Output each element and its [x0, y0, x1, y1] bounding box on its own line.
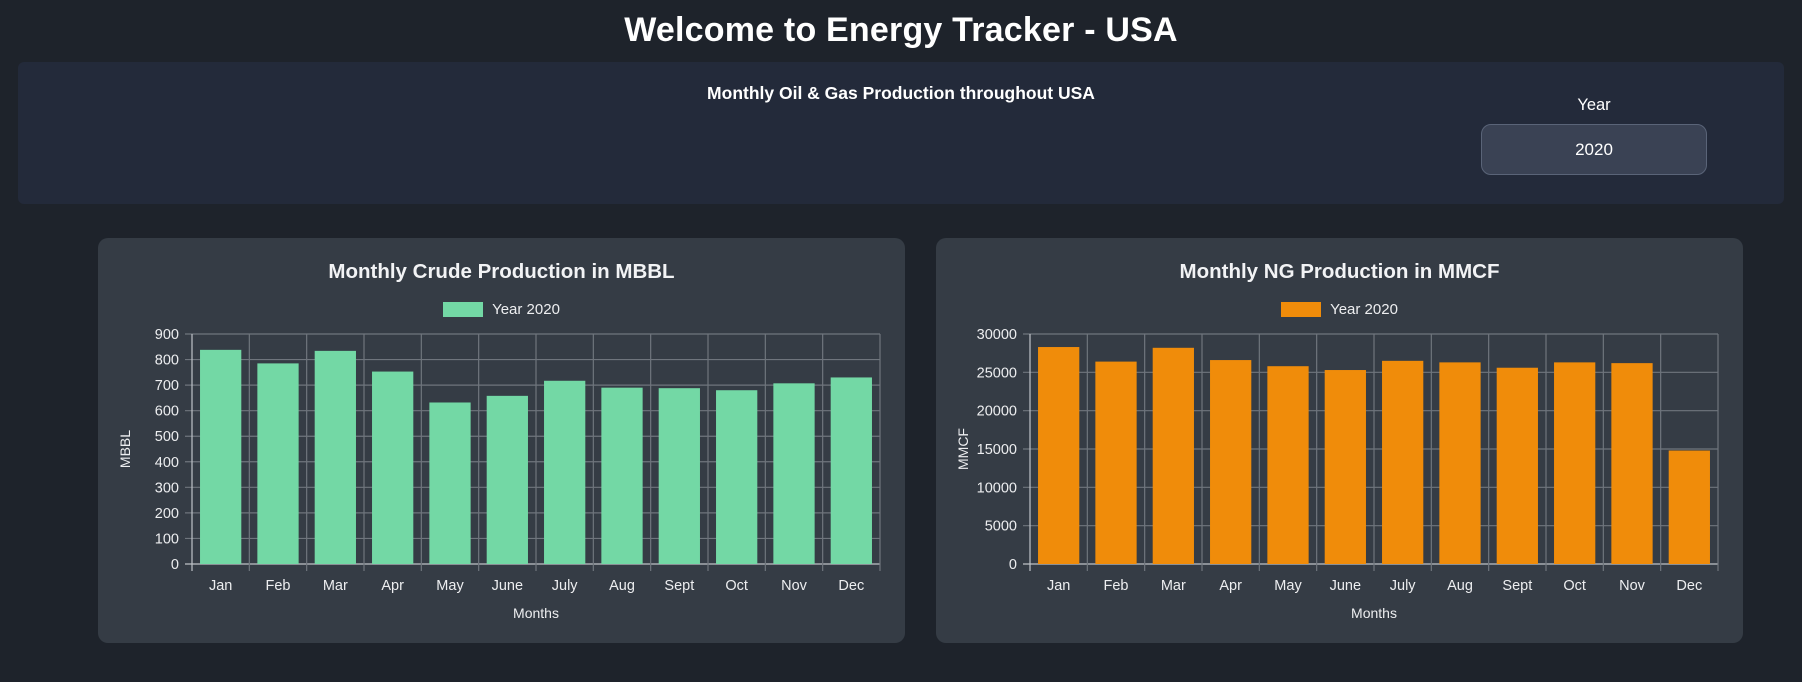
svg-text:Dec: Dec: [838, 578, 864, 594]
svg-text:900: 900: [154, 327, 178, 343]
year-control: Year 2020: [1481, 96, 1707, 175]
svg-text:MMCF: MMCF: [955, 428, 971, 470]
svg-text:MBBL: MBBL: [117, 430, 133, 468]
crude-chart-area: 0 100 200 300 400 500 600 700 800 900 Jan Feb Mar Apr…: [98, 324, 905, 624]
svg-text:Months: Months: [1351, 605, 1397, 621]
year-label: Year: [1577, 96, 1611, 114]
svg-text:100: 100: [154, 531, 178, 547]
chart-title: Monthly Crude Production in MBBL: [328, 260, 675, 283]
svg-text:0: 0: [1008, 557, 1016, 573]
svg-text:20000: 20000: [976, 404, 1016, 420]
crude-chart-canvas[interactable]: 0 100 200 300 400 500 600 700 800 900 Jan Feb Mar Apr…: [112, 324, 892, 624]
chart-title: Monthly NG Production in MMCF: [1179, 260, 1500, 283]
crude-chart-panel: Monthly Crude Production in MBBL Year 20…: [98, 238, 905, 643]
legend-swatch: [443, 302, 484, 317]
svg-text:300: 300: [154, 480, 178, 496]
svg-text:200: 200: [154, 506, 178, 522]
svg-text:Feb: Feb: [1103, 578, 1128, 594]
ng-chart-panel: Monthly NG Production in MMCF Year 2020 …: [936, 238, 1743, 643]
year-select-value: 2020: [1575, 139, 1613, 159]
svg-text:0: 0: [170, 557, 178, 573]
svg-text:15000: 15000: [976, 442, 1016, 458]
year-select[interactable]: 2020: [1481, 124, 1707, 175]
svg-text:June: June: [491, 578, 522, 594]
svg-text:Sept: Sept: [1502, 578, 1532, 594]
svg-text:400: 400: [154, 455, 178, 471]
svg-text:June: June: [1329, 578, 1360, 594]
legend-item[interactable]: Year 2020: [936, 301, 1743, 318]
summary-banner: Monthly Oil & Gas Production throughout …: [18, 62, 1784, 204]
legend-label: Year 2020: [1330, 301, 1398, 318]
svg-text:30000: 30000: [976, 327, 1016, 343]
page-title: Welcome to Energy Tracker - USA: [624, 11, 1178, 49]
svg-text:July: July: [551, 578, 578, 594]
legend-item[interactable]: Year 2020: [98, 301, 905, 318]
svg-text:Dec: Dec: [1676, 578, 1702, 594]
svg-text:Mar: Mar: [322, 578, 347, 594]
banner-subtitle: Monthly Oil & Gas Production throughout …: [707, 83, 1095, 103]
svg-text:500: 500: [154, 429, 178, 445]
svg-text:Apr: Apr: [381, 578, 404, 594]
svg-text:Months: Months: [513, 605, 559, 621]
svg-text:Jan: Jan: [1046, 578, 1069, 594]
legend-swatch: [1281, 302, 1322, 317]
svg-text:Jan: Jan: [208, 578, 231, 594]
svg-text:700: 700: [154, 378, 178, 394]
svg-text:Aug: Aug: [609, 578, 635, 594]
svg-text:July: July: [1389, 578, 1416, 594]
svg-text:Nov: Nov: [1619, 578, 1646, 594]
svg-text:Mar: Mar: [1160, 578, 1185, 594]
svg-text:25000: 25000: [976, 365, 1016, 381]
svg-text:May: May: [436, 578, 464, 594]
svg-text:600: 600: [154, 404, 178, 420]
svg-text:Aug: Aug: [1447, 578, 1473, 594]
legend-label: Year 2020: [492, 301, 560, 318]
svg-text:Oct: Oct: [1563, 578, 1586, 594]
svg-text:5000: 5000: [984, 519, 1016, 535]
svg-text:Sept: Sept: [664, 578, 694, 594]
charts-row: Monthly Crude Production in MBBL Year 20…: [98, 238, 1802, 643]
app-header: Welcome to Energy Tracker - USA: [0, 0, 1802, 60]
ng-chart-canvas[interactable]: 0 5000 10000 15000 20000 25000 30000 Jan Feb Mar A…: [950, 324, 1730, 624]
svg-text:10000: 10000: [976, 480, 1016, 496]
svg-text:Feb: Feb: [265, 578, 290, 594]
svg-text:May: May: [1274, 578, 1302, 594]
svg-text:Apr: Apr: [1219, 578, 1242, 594]
svg-text:Oct: Oct: [725, 578, 748, 594]
svg-text:Nov: Nov: [781, 578, 808, 594]
svg-text:800: 800: [154, 353, 178, 369]
ng-chart-area: 0 5000 10000 15000 20000 25000 30000 Jan Feb Mar A…: [936, 324, 1743, 624]
